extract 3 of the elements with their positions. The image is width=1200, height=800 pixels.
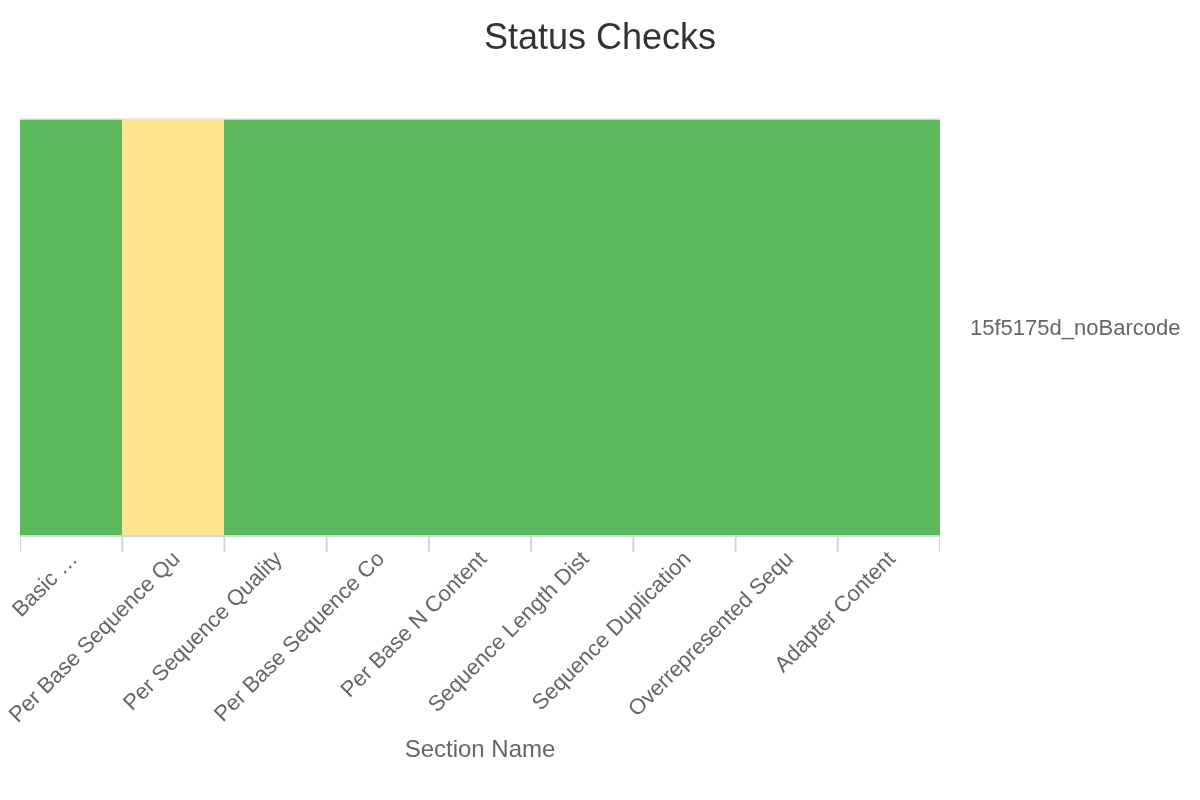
chart-title: Status Checks xyxy=(483,15,717,57)
x-axis-title: Section Name xyxy=(404,734,556,762)
series-label: 15f5175d_noBarcode xyxy=(970,315,1181,340)
